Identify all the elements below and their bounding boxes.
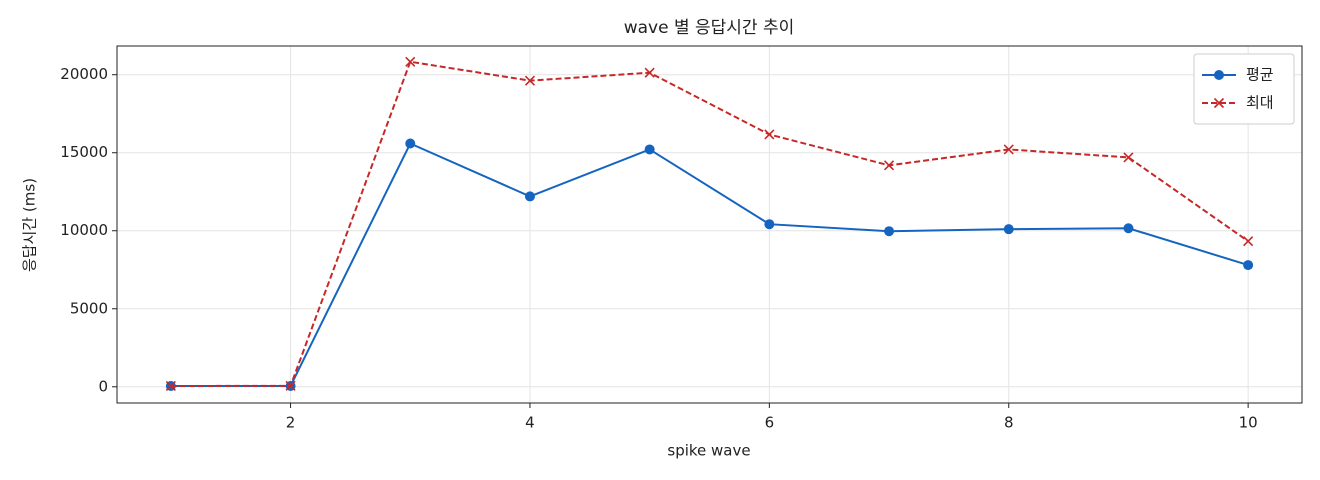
marker [884,226,895,237]
y-tick-label: 15000 [60,143,108,161]
marker [524,75,536,86]
plot-frame [116,45,1303,404]
legend-marker [1213,97,1225,109]
y-axis-label: 응답시간 (ms) [21,178,39,272]
x-tick-label: 4 [525,414,535,432]
marker [644,67,655,78]
marker [1243,236,1254,247]
marker [764,129,775,140]
marker [405,138,416,149]
x-tick-label: 2 [286,414,296,432]
legend-box [1193,53,1295,125]
x-tick-label: 8 [1004,414,1014,432]
marker [1123,152,1134,163]
marker [1243,260,1254,271]
y-tick-label: 5000 [70,299,108,317]
x-tick-label: 10 [1239,414,1258,432]
marker [165,380,176,392]
y-tick-label: 0 [98,377,108,395]
marker [524,191,535,202]
marker [764,219,775,230]
marker [1003,224,1014,235]
marker [405,56,416,67]
y-tick-label: 10000 [60,221,108,239]
marker [285,380,296,391]
marker [883,160,895,171]
x-tick-label: 6 [765,414,775,432]
y-tick-label: 20000 [60,65,108,83]
legend-label: 평균 [1246,66,1274,84]
legend-label: 최대 [1246,94,1274,112]
x-axis-label: spike wave [667,442,750,460]
marker [644,144,655,155]
series-line [170,142,1249,387]
marker [1003,144,1014,155]
series-line [170,60,1249,387]
chart-title: wave 별 응답시간 추이 [624,18,795,38]
legend-marker [1214,70,1224,80]
marker [1123,223,1134,234]
